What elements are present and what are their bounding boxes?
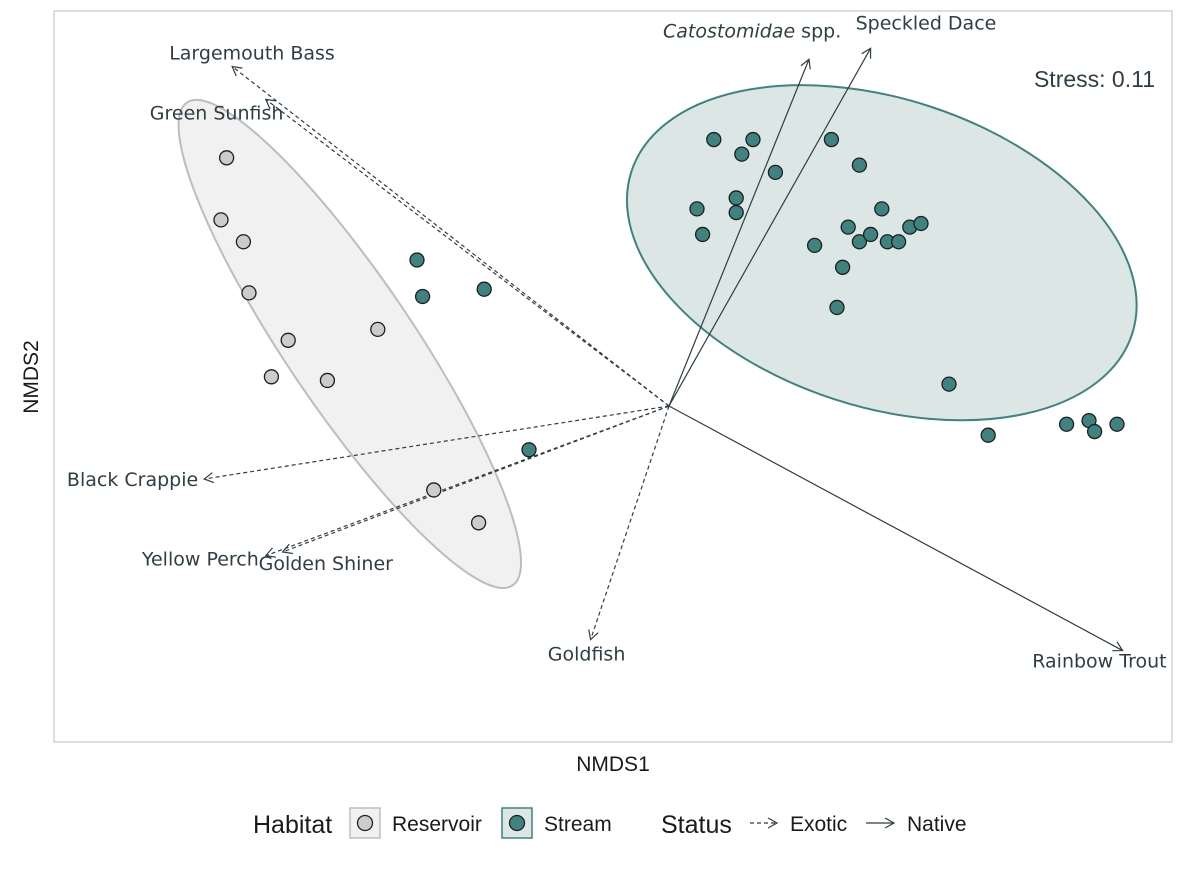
reservoir-point [319,372,336,389]
stream-point [851,157,868,173]
stream-point [941,376,957,392]
stream-point [521,442,537,458]
confidence-ellipses [177,84,1138,589]
vector-golden-shiner [281,405,670,555]
ellipse-reservoir [177,98,523,589]
stream-point [706,131,722,148]
legend-reservoir-label: Reservoir [392,813,482,836]
reservoir-point [235,234,252,250]
stream-point [1086,423,1103,440]
stream-point [851,234,868,250]
label-black-crappie: Black Crappie [67,469,198,491]
x-axis-title: NMDS1 [576,753,650,776]
stream-point [689,201,705,217]
stream-point [409,252,425,268]
stream-point [840,219,856,235]
label-rainbow-trout: Rainbow Trout [1032,651,1166,673]
stream-point [728,190,744,206]
ellipse-stream [625,84,1138,422]
stream-point [874,201,890,217]
legend-habitat-title: Habitat [253,811,332,839]
vector-largemouth-bass [231,65,670,407]
legend-stream-point [508,814,526,832]
reservoir-point [470,515,487,531]
stream-point [823,131,840,148]
reservoir-point [280,332,296,348]
reservoir-point [218,150,235,166]
stream-point [829,299,845,316]
label-goldfish: Goldfish [548,644,626,666]
stream-point [834,259,851,275]
y-axis-title: NMDS2 [20,340,43,414]
stream-point [913,215,929,232]
label-golden-shiner: Golden Shiner [259,553,394,575]
vector-goldfish [588,405,670,641]
vector-catostomidae [668,58,811,407]
stream-point [1109,416,1125,432]
stream-point [694,226,711,243]
vector-rainbow-trout [668,405,1124,652]
site-points [213,131,1125,531]
vector-black-crappie [202,405,670,484]
legend-native-label: Native [907,813,967,836]
species-vectors [202,47,1124,652]
stream-point [862,226,879,243]
stream-point [980,427,996,443]
stream-point [1058,416,1075,432]
legend-reservoir-point [356,814,374,832]
stream-point [806,237,823,254]
stream-point [767,164,784,181]
stress-annotation: Stress: 0.11 [1034,66,1155,92]
reservoir-point [426,482,442,498]
legend: Habitat Reservoir Stream Status Exotic N… [253,807,967,839]
reservoir-point [213,212,229,228]
reservoir-point [370,321,386,338]
stream-point [414,288,431,305]
label-largemouth-bass: Largemouth Bass [169,43,335,65]
stream-point [890,234,907,250]
label-speckled-dace: Speckled Dace [856,12,997,34]
legend-exotic-label: Exotic [790,813,847,836]
label-catostomidae: Catostomidae spp. [663,20,841,42]
species-labels: Catostomidae spp. Speckled Dace Rainbow Tr… [67,12,1167,672]
legend-status-title: Status [661,811,732,839]
stream-point [476,281,492,297]
vector-speckled-dace [668,47,872,407]
stream-point [745,131,761,148]
stream-point [734,146,750,162]
stream-point [728,204,744,221]
legend-stream-label: Stream [544,813,612,836]
label-green-sunfish: Green Sunfish [150,102,284,124]
label-yellow-perch: Yellow Perch [141,549,259,571]
vector-green-sunfish [264,98,670,407]
reservoir-point [241,285,257,301]
reservoir-point [263,369,280,385]
